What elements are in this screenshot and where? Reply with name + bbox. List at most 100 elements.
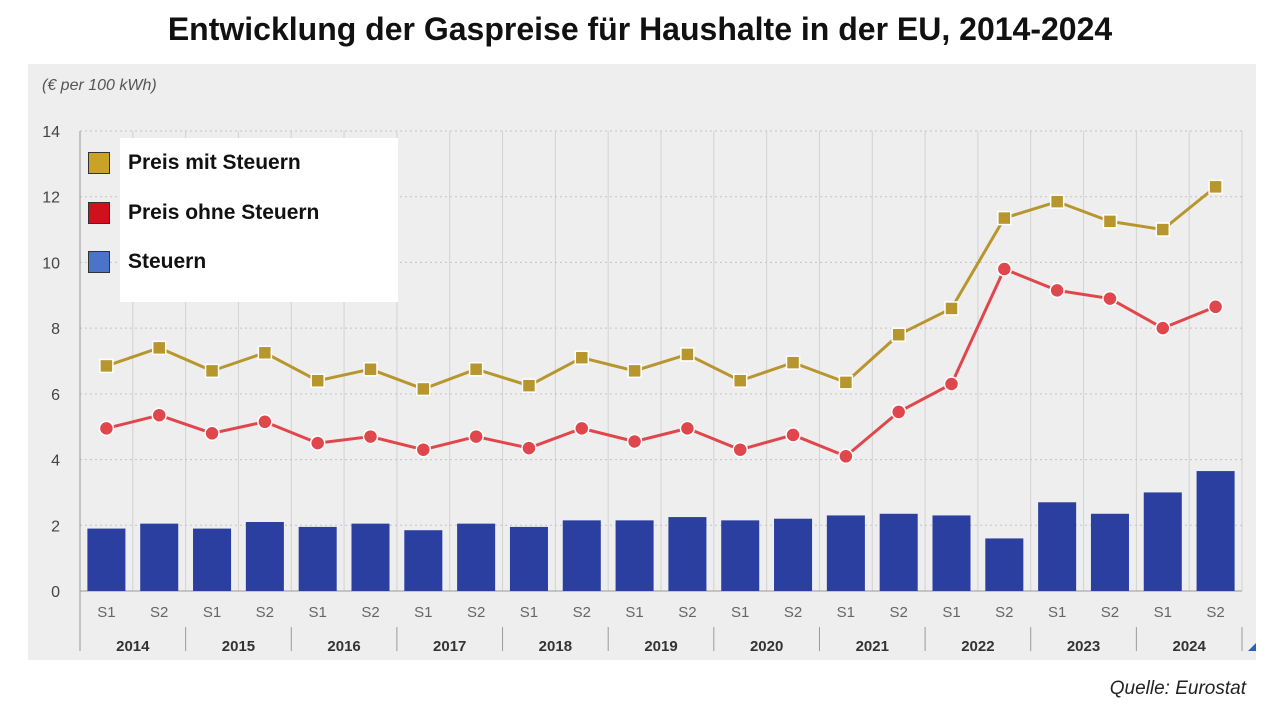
legend-swatch-preis-mit-steuern — [88, 152, 110, 174]
bar-steuern — [1038, 502, 1077, 591]
y-tick-label: 6 — [51, 387, 60, 404]
x-tick-label-semester: S2 — [890, 604, 908, 621]
y-tick-label: 8 — [51, 321, 60, 338]
point-preis-ohne-steuern — [521, 440, 537, 456]
x-tick-label-semester: S2 — [784, 604, 802, 621]
point-preis-ohne-steuern — [785, 427, 801, 443]
point-preis-mit-steuern — [521, 378, 537, 393]
point-preis-ohne-steuern — [679, 420, 696, 437]
point-preis-mit-steuern — [99, 358, 114, 374]
unit-label: (€ per 100 kWh) — [42, 77, 157, 94]
point-preis-ohne-steuern — [574, 420, 590, 437]
point-preis-mit-steuern — [204, 363, 220, 379]
x-tick-label-semester: S2 — [573, 604, 591, 621]
point-preis-mit-steuern — [627, 363, 642, 379]
y-tick-label: 14 — [42, 124, 60, 141]
point-preis-ohne-steuern — [468, 428, 484, 445]
x-tick-label-semester: S2 — [361, 604, 379, 621]
bar-steuern — [1143, 492, 1182, 591]
y-tick-label: 12 — [42, 190, 60, 207]
legend: Preis mit Steuern Preis ohne Steuern Ste… — [88, 138, 398, 302]
x-tick-label-semester: S1 — [309, 604, 327, 621]
x-tick-label-year: 2019 — [644, 638, 677, 655]
point-preis-ohne-steuern — [1049, 282, 1065, 299]
point-preis-ohne-steuern — [838, 448, 854, 465]
x-tick-label-semester: S2 — [1206, 604, 1224, 621]
bar-steuern — [879, 513, 918, 591]
point-preis-ohne-steuern — [257, 414, 273, 430]
x-tick-label-semester: S2 — [467, 604, 485, 621]
bar-steuern — [721, 520, 760, 591]
x-tick-label-semester: S1 — [1154, 604, 1172, 621]
point-preis-mit-steuern — [891, 327, 906, 342]
x-tick-label-year: 2022 — [961, 638, 994, 655]
line-preis-mit-steuern — [105, 185, 1217, 391]
y-tick-label: 10 — [42, 255, 60, 272]
point-preis-mit-steuern — [838, 375, 854, 390]
point-preis-ohne-steuern — [98, 420, 115, 437]
point-preis-mit-steuern — [997, 210, 1012, 226]
bar-steuern — [457, 523, 496, 591]
x-tick-label-year: 2018 — [539, 638, 572, 655]
x-tick-label-year: 2024 — [1172, 638, 1206, 655]
point-preis-mit-steuern — [363, 361, 378, 377]
point-preis-mit-steuern — [1049, 194, 1065, 209]
bar-steuern — [615, 520, 654, 591]
x-tick-label-semester: S1 — [203, 604, 221, 621]
chart-panel: (€ per 100 kWh) 0 2 4 6 8 10 12 14 S1 S2 S1 S2 S1 S2 S… — [28, 64, 1256, 660]
point-preis-mit-steuern — [680, 347, 695, 362]
legend-swatch-steuern — [88, 251, 110, 273]
line-preis-ohne-steuern — [106, 267, 1217, 458]
point-preis-mit-steuern — [468, 361, 484, 377]
legend-label: Preis ohne Steuern — [128, 201, 320, 224]
x-tick-label-semester: S1 — [731, 604, 749, 621]
y-tick-label: 2 — [51, 518, 60, 535]
point-preis-ohne-steuern — [732, 441, 748, 458]
bar-steuern — [1090, 513, 1129, 591]
x-tick-label-semester: S1 — [625, 604, 643, 621]
point-preis-mit-steuern — [1102, 214, 1118, 229]
bar-steuern — [932, 515, 971, 591]
bar-steuern — [668, 517, 707, 591]
point-preis-mit-steuern — [151, 340, 167, 356]
x-tick-label-year: 2016 — [327, 638, 360, 655]
x-tick-label-year: 2015 — [222, 638, 255, 655]
x-tick-label-semester: S2 — [150, 604, 168, 621]
legend-label: Steuern — [128, 250, 207, 273]
point-preis-ohne-steuern — [309, 435, 326, 451]
x-tick-label-semester: S1 — [97, 604, 115, 621]
bar-steuern — [774, 518, 813, 591]
bar-steuern — [351, 523, 390, 591]
chart-svg: (€ per 100 kWh) 0 2 4 6 8 10 12 14 S1 S2 S1 S2 S1 S2 S… — [42, 77, 1256, 655]
point-preis-ohne-steuern — [1155, 320, 1171, 336]
bar-steuern — [826, 515, 865, 591]
point-preis-ohne-steuern — [151, 407, 167, 423]
x-tick-label-year: 2023 — [1067, 638, 1100, 655]
bar-steuern — [245, 522, 284, 591]
x-tick-label-semester: S1 — [414, 604, 432, 621]
bar-steuern — [87, 528, 126, 591]
page-title: Entwicklung der Gaspreise für Haushalte … — [167, 11, 1113, 47]
legend-swatch-preis-ohne-steuern — [88, 202, 110, 224]
x-tick-label-semester: S1 — [942, 604, 960, 621]
point-preis-ohne-steuern — [1207, 299, 1224, 315]
bar-steuern — [1196, 471, 1235, 591]
corner-marker — [1248, 643, 1256, 651]
bar-steuern — [298, 526, 337, 591]
y-tick-label: 4 — [51, 453, 60, 470]
source-note: Quelle: Eurostat — [1109, 678, 1246, 699]
point-preis-mit-steuern — [1208, 179, 1223, 195]
point-preis-ohne-steuern — [943, 376, 960, 392]
bar-steuern — [509, 526, 548, 591]
point-preis-mit-steuern — [310, 373, 325, 388]
point-preis-ohne-steuern — [362, 428, 379, 445]
x-tick-label-semester: S1 — [520, 604, 538, 621]
point-preis-ohne-steuern — [1102, 290, 1118, 307]
point-preis-mit-steuern — [1155, 222, 1171, 237]
bar-steuern — [562, 520, 601, 591]
x-tick-label-year: 2020 — [750, 638, 783, 655]
point-preis-ohne-steuern — [996, 261, 1013, 277]
point-preis-ohne-steuern — [415, 441, 432, 458]
point-preis-mit-steuern — [416, 381, 431, 397]
bar-steuern — [404, 530, 443, 591]
